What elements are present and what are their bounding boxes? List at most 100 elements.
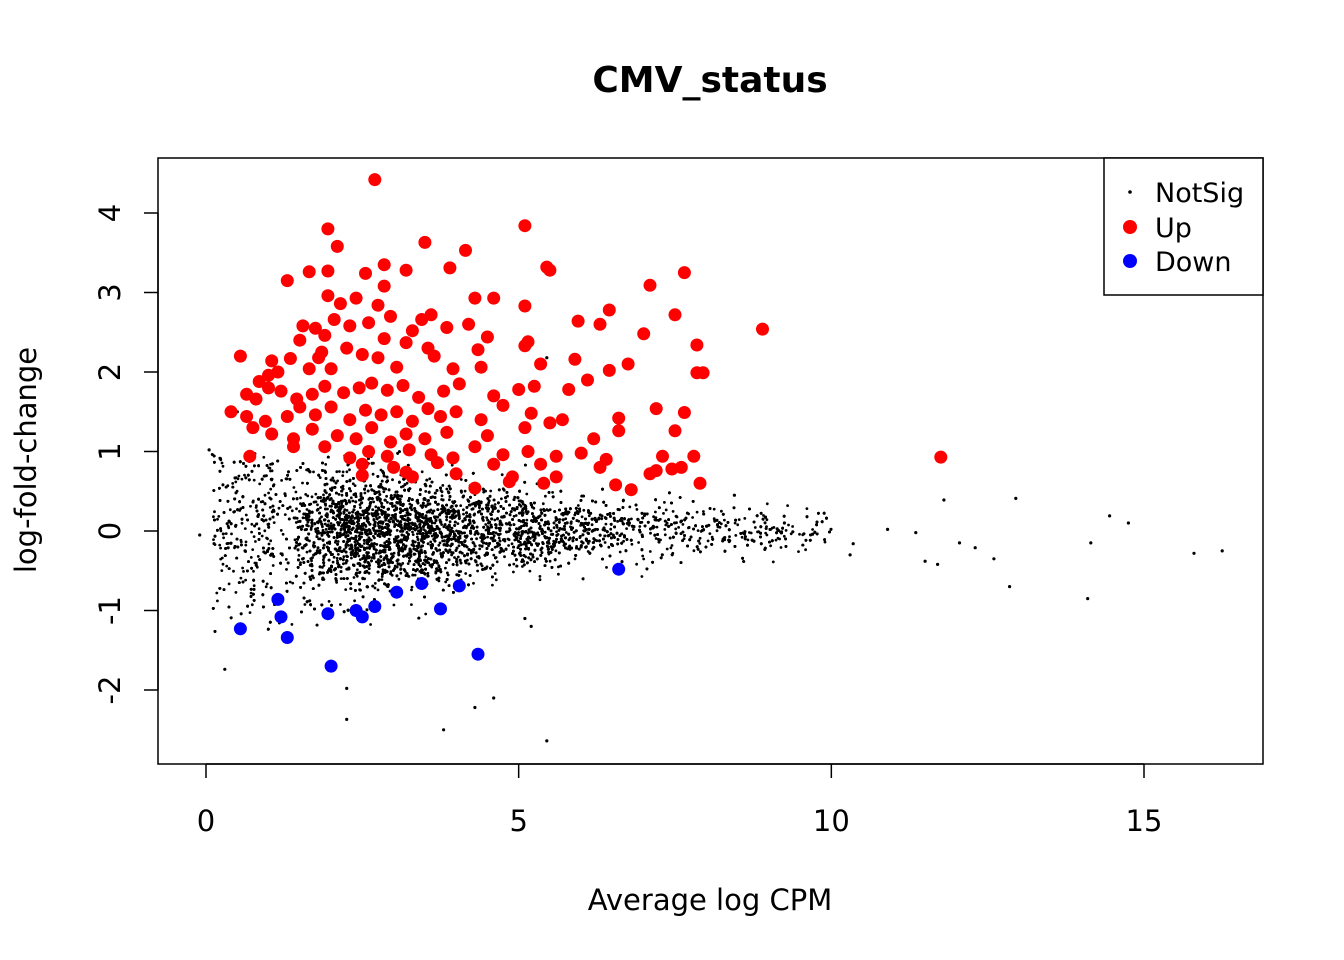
- notsig-point: [371, 472, 375, 476]
- notsig-point: [352, 576, 356, 579]
- notsig-point: [637, 541, 640, 544]
- notsig-point: [450, 553, 453, 557]
- notsig-point: [335, 556, 339, 560]
- notsig-point: [448, 525, 452, 529]
- notsig-point: [351, 482, 355, 486]
- notsig-point: [665, 547, 669, 551]
- notsig-point: [485, 516, 489, 519]
- notsig-point: [736, 523, 740, 527]
- notsig-point: [437, 579, 441, 583]
- notsig-point: [662, 512, 665, 515]
- notsig-point: [459, 504, 463, 507]
- notsig-point: [310, 559, 313, 563]
- notsig-point: [263, 529, 267, 533]
- notsig-point: [464, 572, 468, 575]
- notsig-point: [258, 482, 262, 486]
- notsig-point: [424, 529, 427, 533]
- notsig-point: [218, 543, 222, 547]
- notsig-point: [590, 523, 594, 527]
- notsig-point: [413, 573, 417, 577]
- notsig-point: [372, 489, 376, 493]
- notsig-point: [455, 557, 458, 561]
- notsig-point: [331, 560, 335, 564]
- notsig-point: [391, 478, 394, 482]
- notsig-point: [353, 540, 357, 544]
- notsig-point: [774, 538, 778, 542]
- notsig-point: [240, 521, 244, 525]
- notsig-point: [212, 515, 215, 519]
- notsig-point: [403, 514, 407, 518]
- notsig-point: [376, 588, 380, 592]
- notsig-point: [239, 576, 243, 580]
- notsig-point: [339, 565, 343, 569]
- notsig-point: [252, 535, 256, 538]
- notsig-point: [324, 463, 328, 466]
- notsig-point: [357, 534, 361, 538]
- notsig-point: [244, 543, 248, 547]
- notsig-point: [410, 603, 413, 606]
- notsig-point: [734, 534, 738, 537]
- notsig-point: [349, 496, 353, 500]
- notsig-point: [664, 508, 668, 512]
- notsig-point: [430, 534, 434, 538]
- notsig-point: [234, 591, 238, 594]
- notsig-point: [347, 544, 350, 547]
- notsig-point: [502, 488, 506, 491]
- notsig-point: [237, 474, 241, 478]
- notsig-point: [506, 494, 509, 498]
- notsig-point: [382, 490, 386, 494]
- notsig-point: [299, 502, 302, 506]
- notsig-point: [733, 521, 737, 525]
- notsig-point: [277, 506, 281, 510]
- notsig-point: [244, 513, 248, 517]
- notsig-point: [406, 562, 410, 565]
- notsig-point: [326, 507, 329, 511]
- notsig-point: [294, 490, 298, 494]
- notsig-point: [798, 532, 801, 536]
- notsig-point: [486, 535, 489, 539]
- notsig-point: [497, 536, 501, 540]
- notsig-point: [228, 508, 232, 512]
- notsig-point: [216, 517, 219, 521]
- notsig-point: [648, 550, 652, 553]
- notsig-point: [811, 528, 814, 531]
- notsig-point: [456, 536, 460, 539]
- notsig-point: [564, 531, 568, 534]
- notsig-points: [198, 356, 1224, 743]
- notsig-point: [478, 506, 481, 510]
- notsig-point: [374, 505, 378, 509]
- notsig-point: [345, 518, 349, 522]
- notsig-point: [503, 555, 506, 559]
- notsig-point: [358, 503, 362, 506]
- notsig-point: [525, 522, 528, 525]
- notsig-point: [217, 515, 221, 518]
- notsig-point: [440, 523, 443, 526]
- notsig-point: [356, 568, 359, 572]
- notsig-point: [482, 519, 485, 522]
- notsig-point: [221, 562, 225, 566]
- notsig-point: [421, 503, 425, 507]
- notsig-point: [438, 541, 442, 545]
- notsig-point: [270, 469, 274, 473]
- notsig-point: [358, 558, 362, 561]
- notsig-point: [345, 509, 349, 512]
- notsig-point: [263, 493, 267, 497]
- notsig-point: [441, 484, 445, 487]
- notsig-point: [219, 529, 223, 533]
- notsig-point: [306, 520, 310, 524]
- notsig-point: [791, 525, 794, 528]
- notsig-point: [446, 571, 449, 575]
- notsig-point: [475, 537, 478, 541]
- notsig-point: [779, 546, 783, 549]
- notsig-point: [306, 494, 310, 498]
- notsig-point: [823, 540, 827, 544]
- notsig-point: [641, 554, 645, 558]
- notsig-point: [765, 502, 769, 506]
- notsig-point: [353, 484, 357, 487]
- notsig-point: [272, 521, 276, 524]
- notsig-point: [558, 518, 562, 521]
- notsig-point: [677, 526, 680, 529]
- notsig-point: [416, 532, 419, 536]
- notsig-point: [448, 520, 452, 524]
- notsig-point: [723, 518, 726, 522]
